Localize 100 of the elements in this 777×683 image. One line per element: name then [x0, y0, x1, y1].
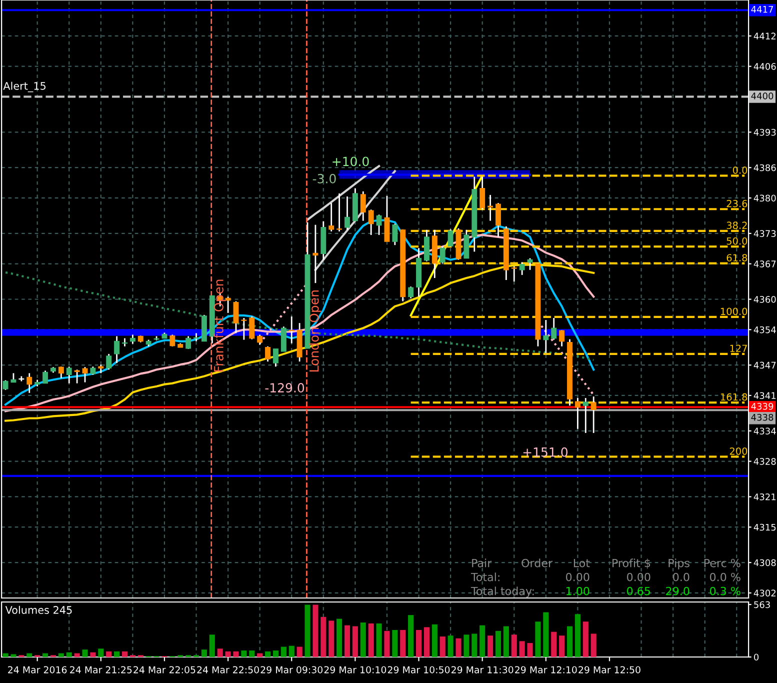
x-tick-label: 24 Mar 2016	[8, 666, 67, 674]
bar	[10, 654, 16, 657]
bar	[368, 623, 374, 657]
bar	[384, 630, 390, 657]
bar	[2, 653, 8, 657]
candlestick	[519, 262, 525, 276]
y-tick-label: 4321	[754, 493, 776, 500]
candlestick	[424, 229, 430, 262]
bar	[217, 648, 223, 657]
candlestick	[488, 194, 494, 222]
candlestick	[495, 202, 501, 238]
bar	[328, 620, 334, 657]
y-tick-label: 4406	[754, 63, 776, 70]
bar	[408, 615, 414, 657]
bar	[66, 652, 72, 657]
candlestick	[574, 397, 580, 430]
candlestick	[194, 332, 199, 342]
series-label: 61.8	[726, 254, 748, 262]
candlestick	[480, 176, 486, 210]
bar	[590, 634, 596, 657]
bar	[304, 604, 310, 657]
y-tick-label: 563	[754, 601, 770, 608]
candlestick	[590, 396, 596, 434]
y-tick-label: 4347	[754, 362, 776, 369]
bar	[511, 634, 517, 657]
candlestick	[559, 329, 565, 348]
candlestick	[392, 223, 398, 246]
bar	[416, 630, 422, 657]
series-label: 23.6	[726, 200, 748, 208]
bar	[114, 651, 120, 657]
annotation: 0.0 %	[710, 572, 740, 582]
candlestick	[368, 208, 374, 236]
bar	[566, 626, 573, 657]
bar	[280, 646, 286, 657]
y-tick-label: 0	[754, 654, 759, 661]
bar	[344, 625, 350, 657]
annotation: Lot	[574, 558, 590, 568]
bar	[392, 630, 398, 657]
line-series	[4, 264, 595, 422]
bar	[352, 626, 358, 657]
annotation: Total:	[470, 572, 500, 582]
bar	[472, 634, 478, 657]
bar	[288, 646, 294, 657]
candlestick	[448, 228, 454, 248]
bar	[82, 650, 88, 657]
candlestick	[408, 286, 414, 299]
annotation: Total today:	[470, 586, 534, 598]
x-tick-label: 29 Mar 09:30	[260, 666, 323, 674]
candlestick	[114, 336, 120, 364]
bar	[400, 630, 406, 657]
candlestick	[186, 336, 192, 350]
annotation: 0.65	[626, 586, 650, 596]
chart-title: Volumes 245	[5, 606, 72, 614]
bar	[272, 650, 278, 657]
bar	[559, 636, 565, 657]
bar	[233, 651, 239, 657]
y-tick-label: 4360	[754, 296, 776, 303]
y-tick-label: 4367	[754, 260, 776, 268]
candlestick	[42, 370, 48, 384]
y-tick-label: 4412	[754, 32, 776, 40]
bar	[574, 614, 580, 657]
bar	[209, 634, 215, 657]
bar	[336, 618, 342, 657]
bar	[495, 630, 502, 657]
y-tick-label: 4328	[754, 458, 776, 465]
bar	[257, 653, 263, 657]
series-label: 38.2	[726, 222, 747, 230]
ref-line-label: 4339	[751, 402, 774, 410]
y-tick-label: 4308	[754, 559, 776, 566]
bar	[376, 623, 382, 657]
candlestick	[66, 366, 72, 384]
candlestick	[265, 346, 271, 362]
bar	[42, 653, 48, 657]
series-label: 200	[730, 447, 748, 455]
annotation: Perc %	[704, 558, 740, 568]
candlestick	[543, 319, 549, 354]
bar	[543, 612, 549, 657]
bar	[90, 652, 96, 657]
ref-line-label: 4417	[751, 6, 773, 13]
x-tick-label: 29 Mar 12:10	[515, 666, 577, 674]
candlestick	[440, 246, 446, 264]
line-series	[410, 174, 484, 316]
ref-line-label: 4338	[751, 414, 774, 421]
candlestick	[233, 300, 239, 334]
bar	[535, 622, 541, 657]
annotation: +10.0	[332, 156, 369, 166]
bar	[464, 634, 470, 657]
annotation: Pips	[668, 558, 690, 570]
bar	[249, 650, 255, 657]
bar	[551, 632, 557, 657]
series-label: 0.0	[732, 166, 748, 174]
annotation: Profit $	[612, 558, 650, 569]
line-series	[314, 170, 396, 271]
bar	[488, 636, 494, 657]
candlestick	[74, 368, 80, 384]
y-tick-label: 4334	[754, 428, 776, 434]
candlestick	[280, 326, 286, 352]
bar	[74, 653, 80, 657]
bar	[432, 624, 438, 657]
annotation: 29.0	[666, 586, 690, 596]
